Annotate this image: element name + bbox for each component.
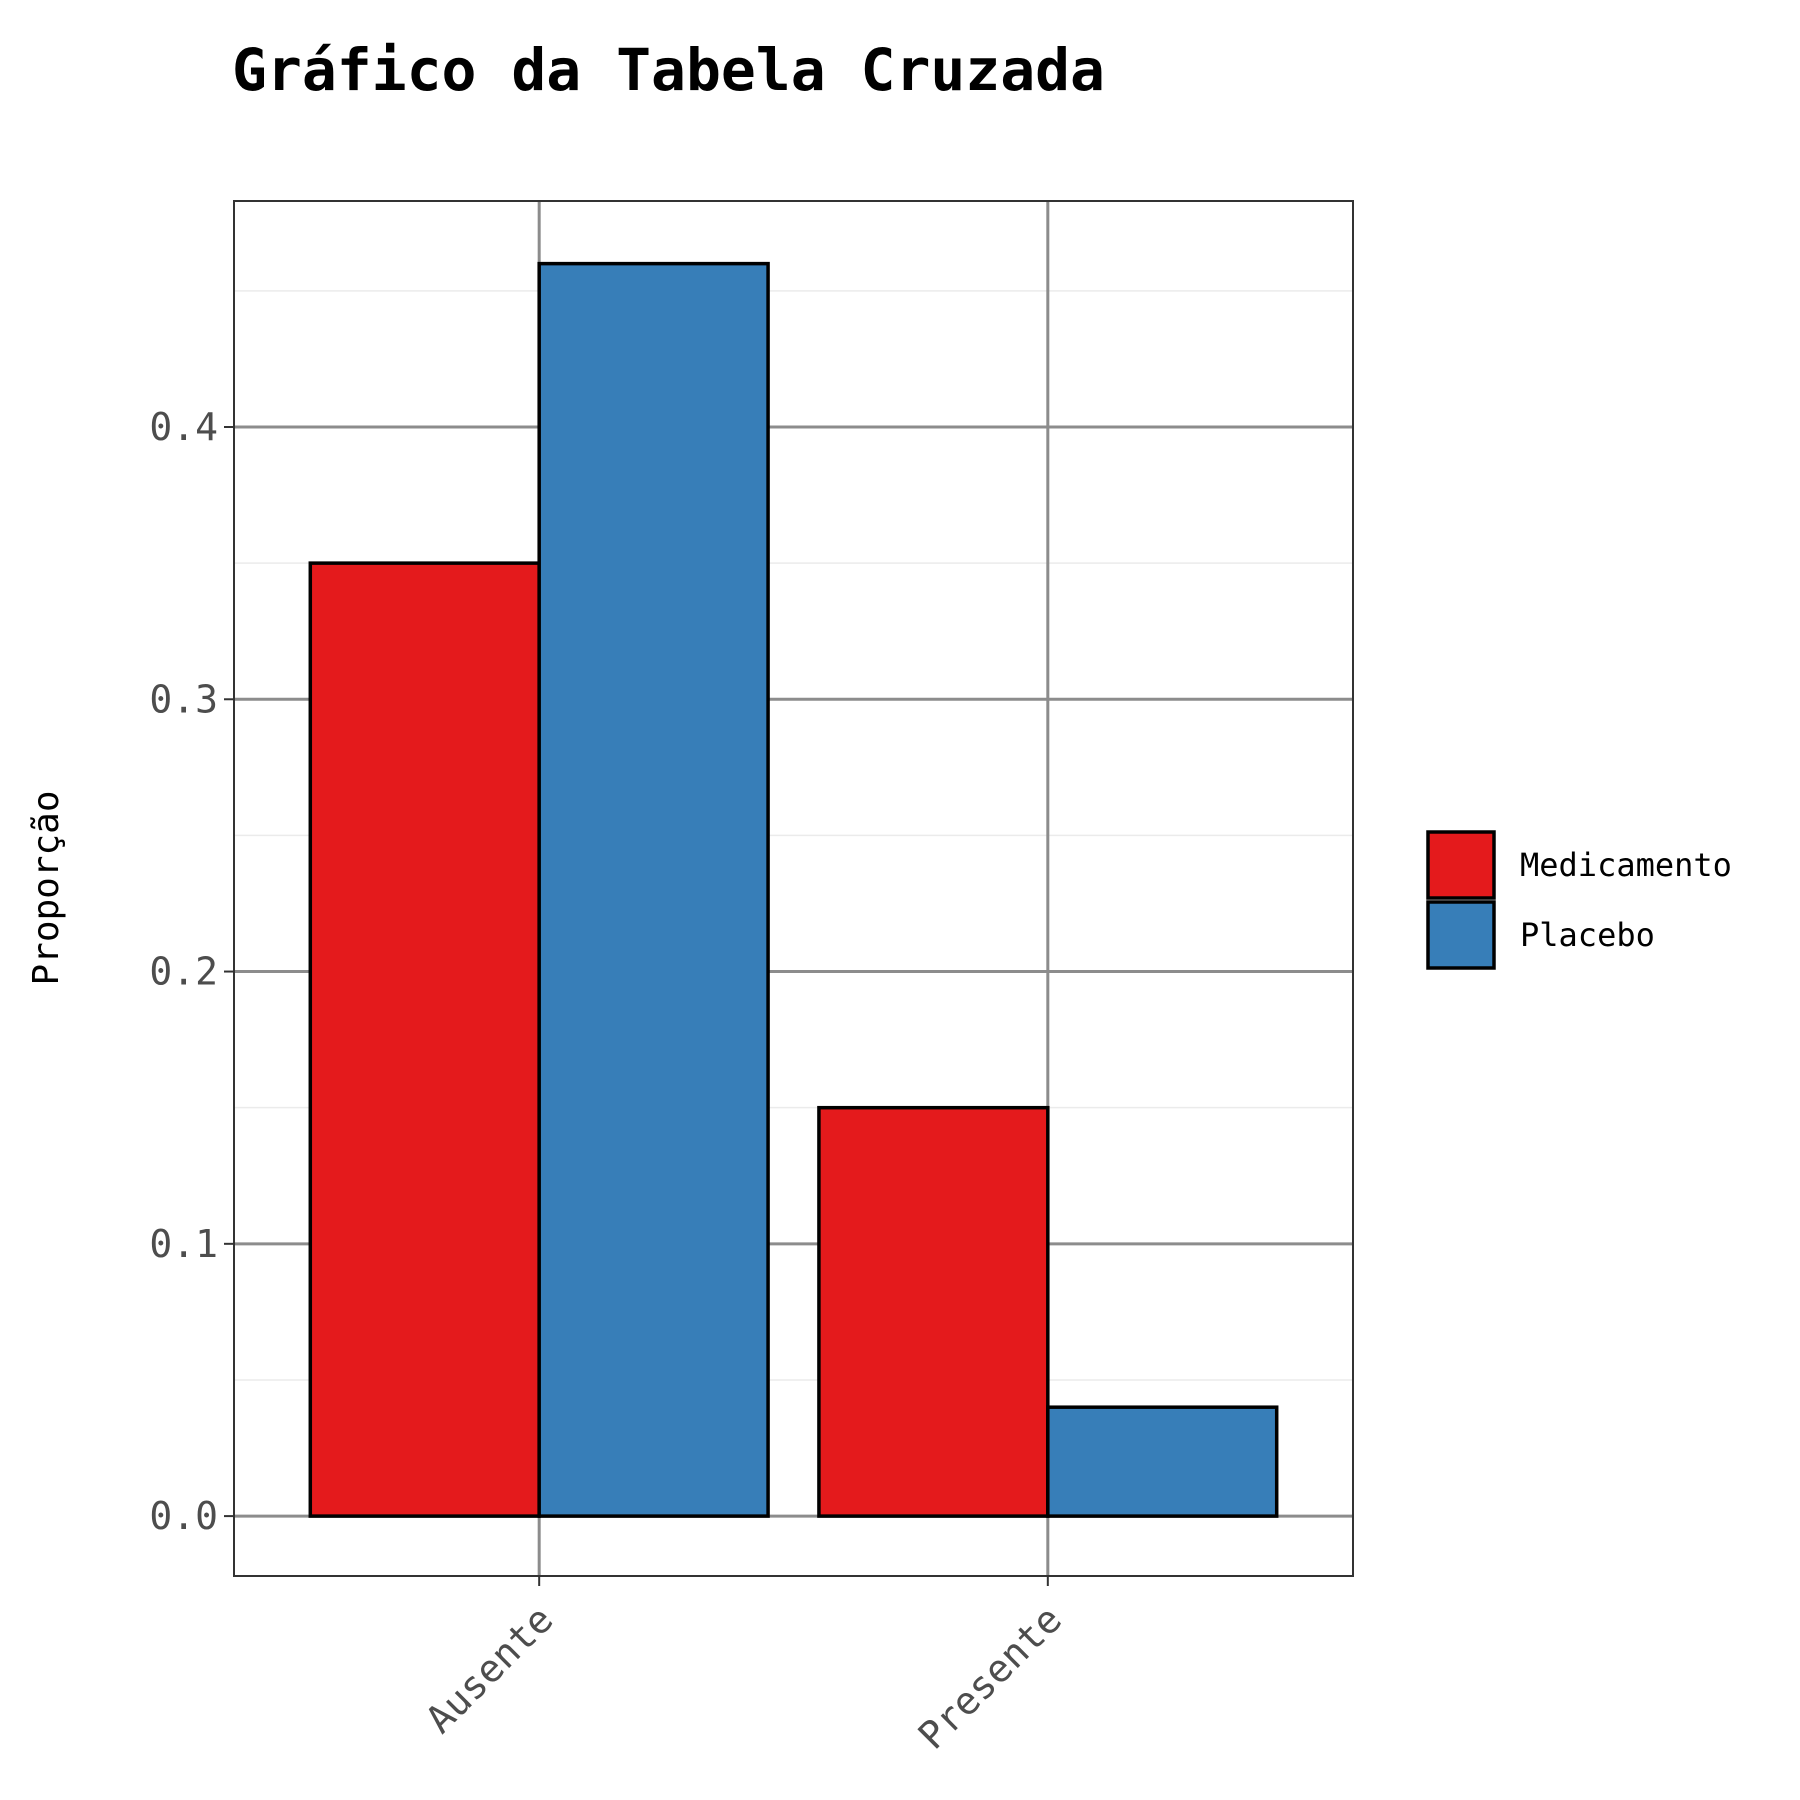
plot-area bbox=[233, 200, 1354, 1577]
legend-label-placebo: Placebo bbox=[1520, 916, 1655, 954]
bar-placebo-ausente bbox=[537, 261, 770, 1518]
chart-title: Gráfico da Tabela Cruzada bbox=[232, 36, 1105, 104]
bar-medicamento-presente bbox=[817, 1105, 1050, 1518]
legend-key-medicamento bbox=[1426, 830, 1496, 900]
legend-key-placebo bbox=[1426, 900, 1496, 970]
x-tick-label: Presente bbox=[910, 1597, 1071, 1758]
legend-label-medicamento: Medicamento bbox=[1520, 846, 1732, 884]
legend: Medicamento Placebo bbox=[1426, 830, 1732, 970]
x-axis: Ausente Presente bbox=[417, 1576, 1070, 1758]
bar-medicamento-ausente bbox=[308, 561, 541, 1518]
y-tick-label: 0.1 bbox=[149, 1222, 218, 1266]
y-tick-label: 0.2 bbox=[149, 950, 218, 994]
x-tick-label: Ausente bbox=[417, 1597, 561, 1741]
bars bbox=[308, 261, 1279, 1518]
y-tick-label: 0.4 bbox=[149, 405, 218, 449]
plot-border bbox=[233, 200, 1354, 1577]
y-tick-label: 0.0 bbox=[149, 1494, 218, 1538]
bar-placebo-presente bbox=[1046, 1405, 1279, 1518]
y-axis-title: Proporção bbox=[26, 790, 67, 985]
y-axis: 0.0 0.1 0.2 0.3 0.4 bbox=[149, 405, 234, 1538]
y-tick-label: 0.3 bbox=[149, 677, 218, 721]
